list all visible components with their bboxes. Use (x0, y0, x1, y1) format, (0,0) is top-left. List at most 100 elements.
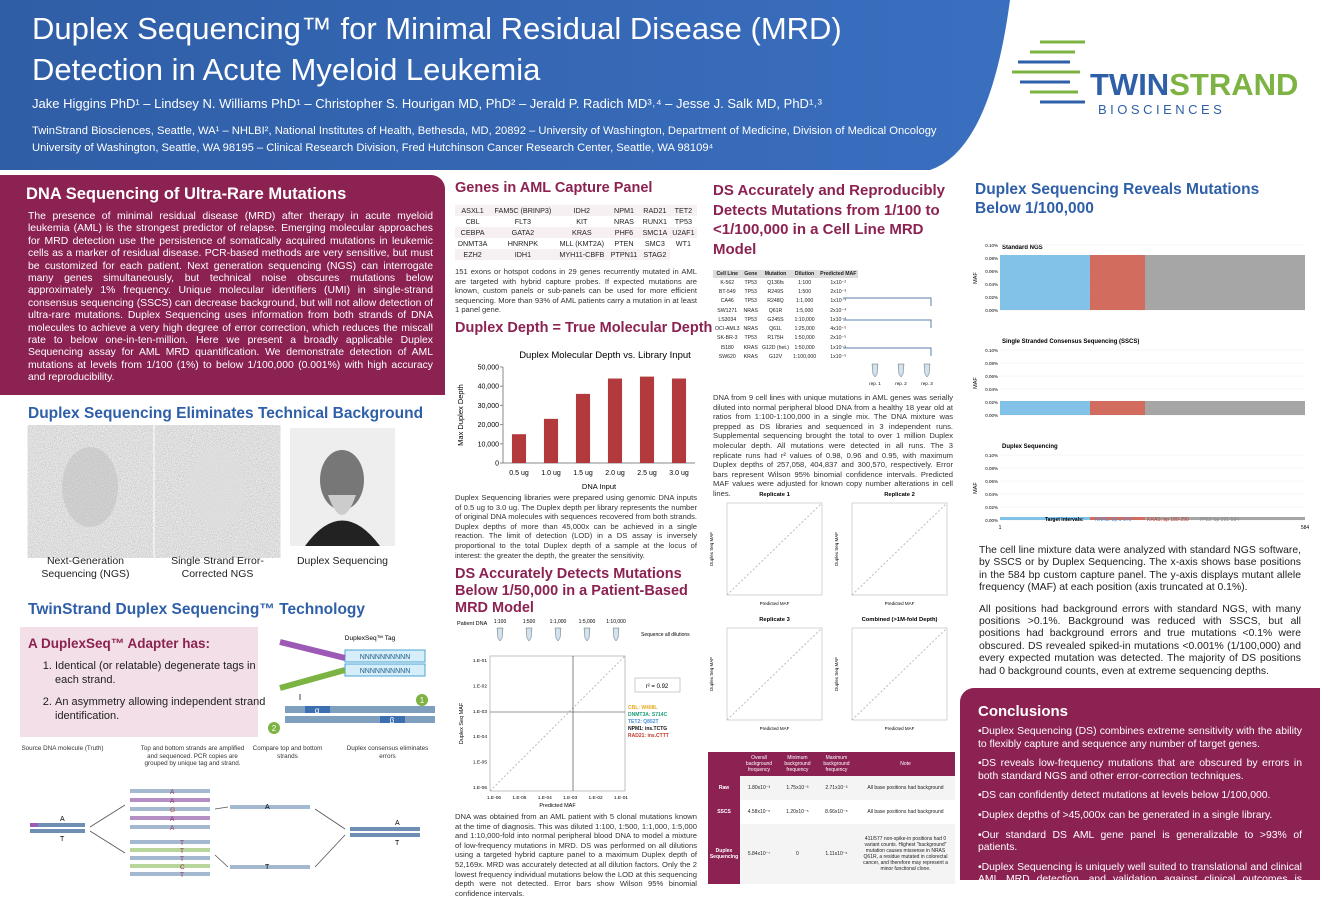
cell: 1.80x10⁻³ (747, 785, 771, 791)
cell: 1x10⁻³ (830, 298, 847, 305)
strand (130, 825, 210, 829)
legend-entry: NPM1: ins.TCTG (628, 726, 667, 732)
cell: 1x10⁻⁵ (830, 344, 847, 351)
dilution-label: 1:1,000 (550, 619, 567, 625)
legend-entry: RAD21: ins.CTTT (628, 733, 669, 739)
panel-title: Duplex Sequencing (1002, 444, 1058, 450)
conclusion-text: DS reveals low-frequency mutations that … (978, 758, 1302, 782)
tube (923, 363, 931, 378)
row: SSCS 4.58x10⁻⁵ 1.20x10⁻⁵ 8.66x10⁻⁵ All base … (708, 800, 955, 824)
header-cell: Maximum background frequency (823, 755, 850, 773)
replicate-title: Combined (>1M-fold Depth) (862, 617, 938, 623)
gene-row: CEBPA GATA2 KRAS PHF6 SMC1A U2AF1 (455, 227, 697, 238)
x-tick-label: 1.E-04 (538, 795, 552, 801)
gene-row: CBL FLT3 KIT NRAS RUNX1 TP53 (455, 216, 697, 227)
cell: 1x10⁻⁴ (830, 316, 847, 323)
background-noise (1090, 517, 1145, 520)
cell: Q136fs (767, 279, 784, 286)
arrow (214, 806, 229, 810)
replicate-title: Replicate 1 (759, 492, 790, 498)
cell: R248Q (767, 298, 784, 305)
cell: 2x10⁻⁵ (830, 335, 847, 342)
r2-label: r² = 0.92 (646, 684, 669, 690)
label: Patient DNA (457, 621, 488, 627)
strand (30, 823, 85, 827)
gene-row: EZH2 IDH1 MYH11-CBFB PTPN11 STAG2 (455, 249, 697, 260)
gene-row: DNMT3A HNRNPK MLL (KMT2A) PTEN SMC3 WT1 (455, 238, 697, 249)
y-tick-label: 0.00% (985, 413, 998, 418)
cell: 1:50,000 (794, 344, 815, 351)
cell: 0 (796, 851, 799, 857)
background-noise (1145, 401, 1305, 415)
background-noise (1090, 255, 1145, 310)
strand (230, 865, 310, 869)
base: T (265, 864, 270, 871)
plot-frame (726, 627, 823, 721)
cell: 1:1,000 (795, 298, 814, 305)
x-axis-label: Predicted MAF (760, 601, 790, 606)
strand (130, 848, 210, 852)
label: Sequence all dilutions (641, 632, 690, 638)
gene-cell: CEBPA (460, 228, 485, 237)
bullet: • (978, 809, 982, 821)
cell: 1:10,000 (794, 316, 815, 323)
note: DNA from 9 cell lines with unique mutati… (713, 393, 953, 498)
cell: G12D (het.) (761, 344, 790, 351)
gene-cell: DNMT3A (457, 239, 488, 248)
gene-cell: ASXL1 (461, 206, 484, 215)
base: A (170, 789, 175, 796)
target: TP53: bp 291-584 (1199, 517, 1239, 523)
background-noise (1000, 255, 1090, 310)
cell: TP53 (744, 298, 757, 305)
header-cell: Cell Line (716, 271, 739, 277)
adapter-diagram: DuplexSeq™ Tag NNNNNNNNNN NNNNNNNNNN α β… (268, 635, 435, 734)
conclusions-list: •Duplex Sequencing (DS) combines extreme… (978, 726, 1302, 880)
section-title: Duplex Depth = True Molecular Depth (455, 320, 713, 336)
strand (130, 789, 210, 793)
patient-figure: Patient DNA 1:100 1:500 1:1,000 1:5,000 1:10,… (457, 619, 690, 809)
cell: Q61R (768, 307, 783, 314)
cell: Q61L (769, 326, 782, 333)
cell: OCI-AML3 (715, 326, 740, 333)
identity-line (489, 655, 626, 792)
step-label: Duplex consensus eliminates errors (346, 745, 429, 760)
strand (130, 864, 210, 868)
logo-icon (1012, 40, 1085, 104)
authors: Jake Higgins PhD¹ – Lindsey N. Williams … (32, 96, 822, 111)
x-axis-label: Predicted MAF (539, 803, 576, 809)
conclusion-text: Duplex depths of >45,000x can be generat… (981, 809, 1273, 821)
tube (496, 627, 504, 642)
tube (525, 627, 533, 642)
tube (897, 363, 905, 378)
portrait-figure (38, 428, 395, 546)
logo-subtitle: BIOSCIENCES (1098, 102, 1225, 117)
base: A (170, 816, 175, 823)
portrait-shape (328, 495, 356, 515)
affiliation-line: TwinStrand Biosciences, Seattle, WA¹ – N… (32, 125, 937, 137)
step-label-box: Compare top and bottom strands (253, 745, 323, 760)
title: Duplex Sequencing™ for Minimal Residual … (32, 8, 842, 90)
row-label: Raw (708, 776, 740, 800)
adapter-arm (279, 667, 346, 691)
replicate-title: Replicate 3 (759, 617, 790, 623)
y-tick-label: 0.08% (985, 361, 998, 366)
alpha-label: α (315, 706, 320, 715)
gene-cell: NRAS (614, 217, 634, 226)
chart-title: Duplex Molecular Depth vs. Library Input (519, 350, 691, 361)
y-axis-label: Duplex Seq MAF (834, 532, 839, 566)
y-tick-label: 0.08% (985, 256, 998, 261)
insert-strand (285, 716, 435, 723)
background-noise (1000, 517, 1090, 520)
logo-name-part: TWIN (1090, 67, 1169, 102)
section-title: DNA Sequencing of Ultra-Rare Mutations (26, 185, 347, 203)
base: T (60, 836, 65, 843)
base: T (180, 872, 184, 879)
row: LS3034 TP53 G245S 1:10,000 1x10⁻⁴ (713, 315, 858, 324)
x-tick-label: 1.E-01 (614, 795, 628, 801)
conclusion-item: •Duplex Sequencing (DS) combines extreme… (978, 726, 1302, 751)
intro-box (0, 175, 445, 395)
gene-cell: PTEN (614, 239, 634, 248)
bullet: • (978, 861, 982, 873)
header-band (0, 0, 1010, 170)
y-axis-label: MAF (973, 272, 979, 284)
